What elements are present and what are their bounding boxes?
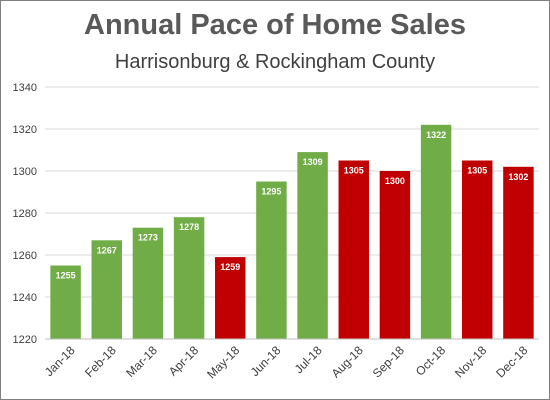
chart-subtitle: Harrisonburg & Rockingham County [114,51,436,73]
y-tick-label: 1300 [13,166,37,178]
bar [173,217,205,339]
bar [256,181,287,339]
bar [420,124,452,339]
bar [50,265,81,339]
x-tick-label: Feb-18 [82,343,119,380]
bar [215,257,246,339]
data-label: 1278 [179,222,199,232]
x-tick-label: Apr-18 [166,343,202,379]
bar [462,160,493,339]
data-label: 1305 [344,166,364,176]
data-label: 1302 [508,172,528,182]
y-tick-label: 1340 [13,82,37,94]
bar [132,227,164,339]
x-tick-label: May-18 [204,343,242,381]
x-tick-label: Nov-18 [452,343,489,380]
bar [503,166,534,339]
data-label: 1305 [467,166,487,176]
y-tick-label: 1240 [13,292,37,304]
chart-title: Annual Pace of Home Sales [84,9,466,41]
data-label: 1273 [138,233,158,243]
y-tick-label: 1260 [13,250,37,262]
x-tick-label: Jun-18 [248,343,284,379]
x-tick-label: Aug-18 [329,343,366,380]
x-tick-label: Sep-18 [370,343,407,380]
data-label: 1295 [261,187,281,197]
x-tick-label: Oct-18 [413,343,449,379]
x-tick-label: Jul-18 [292,343,325,376]
data-label: 1259 [220,262,240,272]
data-label: 1300 [385,176,405,186]
bar [91,240,122,339]
x-tick-label: Jan-18 [42,343,78,379]
y-tick-label: 1280 [13,208,37,220]
bar [297,152,328,339]
data-label: 1255 [56,271,76,281]
data-label: 1322 [426,130,446,140]
bar [379,171,411,339]
x-tick-label: Dec-18 [493,343,530,380]
x-tick-label: Mar-18 [123,343,160,380]
data-label: 1309 [303,157,323,167]
y-tick-label: 1220 [13,334,37,346]
data-label: 1267 [97,245,117,255]
bar [338,160,369,339]
y-tick-label: 1320 [13,124,37,136]
